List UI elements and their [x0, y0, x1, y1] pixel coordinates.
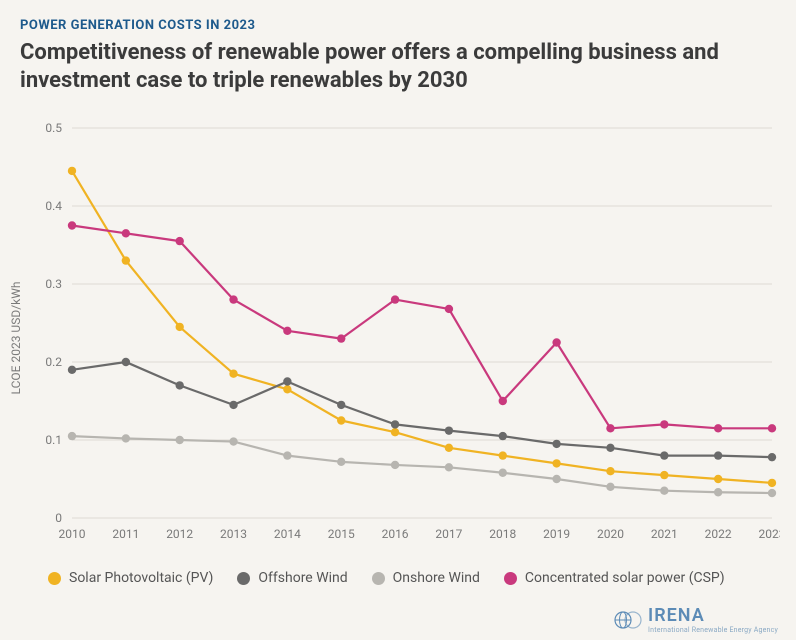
legend-label: Solar Photovoltaic (PV) [69, 570, 213, 586]
chart-title: Competitiveness of renewable power offer… [20, 39, 740, 94]
eyebrow: POWER GENERATION COSTS IN 2023 [20, 18, 776, 33]
svg-text:0.2: 0.2 [45, 355, 62, 369]
logo-subtext: International Renewable Energy Agency [648, 626, 778, 634]
svg-text:2010: 2010 [59, 527, 86, 541]
legend-item: Solar Photovoltaic (PV) [48, 570, 213, 586]
svg-text:2015: 2015 [328, 527, 355, 541]
svg-text:2021: 2021 [651, 527, 678, 541]
svg-text:2020: 2020 [597, 527, 624, 541]
svg-text:2017: 2017 [435, 527, 462, 541]
svg-text:2022: 2022 [705, 527, 732, 541]
legend-label: Onshore Wind [393, 570, 480, 586]
legend-item: Offshore Wind [237, 570, 347, 586]
svg-text:2013: 2013 [220, 527, 247, 541]
legend-swatch [372, 572, 385, 585]
svg-text:2018: 2018 [489, 527, 516, 541]
svg-text:2023: 2023 [759, 527, 780, 541]
legend-swatch [237, 572, 250, 585]
svg-text:2014: 2014 [274, 527, 301, 541]
svg-text:0.1: 0.1 [45, 433, 62, 447]
svg-text:2016: 2016 [382, 527, 409, 541]
svg-text:0.5: 0.5 [45, 121, 62, 135]
svg-text:0: 0 [55, 511, 62, 525]
svg-text:2019: 2019 [543, 527, 570, 541]
legend-item: Concentrated solar power (CSP) [504, 570, 725, 586]
svg-text:0.4: 0.4 [45, 199, 62, 213]
logo: IRENA International Renewable Energy Age… [614, 605, 778, 634]
logo-text: IRENA [648, 605, 778, 626]
legend-label: Offshore Wind [258, 570, 347, 586]
svg-text:2012: 2012 [166, 527, 193, 541]
legend-swatch [48, 572, 61, 585]
legend-swatch [504, 572, 517, 585]
chart-area: LCOE 2023 USD/kWh 00.10.20.30.40.5201020… [20, 118, 780, 558]
svg-text:2011: 2011 [112, 527, 139, 541]
legend-label: Concentrated solar power (CSP) [525, 570, 725, 586]
legend: Solar Photovoltaic (PV) Offshore Wind Onsh… [48, 570, 776, 586]
line-chart-svg: 0 0.1 0.2 0.3 0.4 0.5 2010 2011 2012 2013 2014 2015… [20, 118, 780, 558]
legend-item: Onshore Wind [372, 570, 480, 586]
svg-text:0.3: 0.3 [45, 277, 62, 291]
globe-icon [614, 609, 642, 631]
